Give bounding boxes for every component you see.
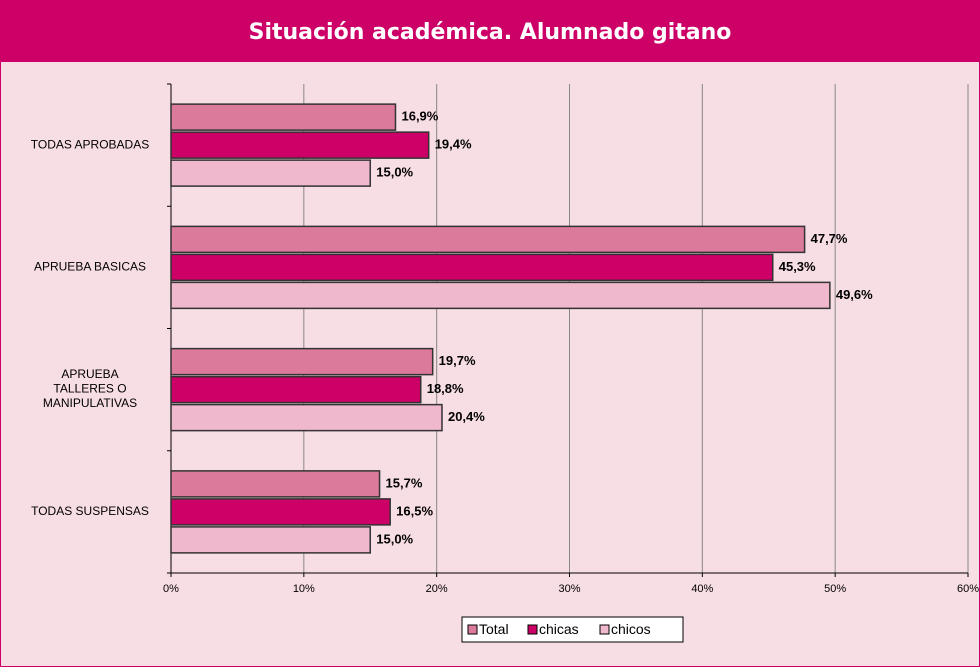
value-label: 15,0% xyxy=(376,531,413,546)
legend-label: Total xyxy=(479,621,509,637)
category-label: TODAS SUSPENSAS xyxy=(31,504,149,518)
legend-box xyxy=(461,616,684,643)
value-label: 16,5% xyxy=(396,503,433,518)
title-banner xyxy=(0,0,980,62)
x-tick-label: 30% xyxy=(558,583,580,595)
legend-swatch xyxy=(599,624,610,635)
bar xyxy=(170,526,371,554)
bar xyxy=(170,470,381,498)
chart-title: Situación académica. Alumnado gitano xyxy=(249,20,732,45)
legend-swatch xyxy=(527,624,538,635)
value-label: 18,8% xyxy=(427,381,464,396)
x-tick-label: 20% xyxy=(426,583,448,595)
value-label: 19,7% xyxy=(439,353,476,368)
value-label: 15,7% xyxy=(386,475,423,490)
bar xyxy=(170,347,434,376)
bar xyxy=(170,253,774,282)
bar xyxy=(170,375,422,404)
legend-label: chicos xyxy=(611,621,651,637)
bar xyxy=(170,281,831,310)
bar xyxy=(170,498,391,526)
value-label: 20,4% xyxy=(448,409,485,424)
value-label: 49,6% xyxy=(836,287,873,302)
category-label: APRUEBA TALLERES O MANIPULATIVAS xyxy=(43,367,137,410)
category-label: TODAS APROBADAS xyxy=(31,137,149,151)
x-tick-label: 60% xyxy=(957,583,979,595)
x-tick-label: 0% xyxy=(163,583,179,595)
bar xyxy=(170,225,806,254)
bar xyxy=(170,403,443,432)
value-label: 15,0% xyxy=(376,165,413,180)
legend-swatch xyxy=(467,624,478,635)
x-tick-label: 50% xyxy=(824,583,846,595)
value-label: 47,7% xyxy=(811,231,848,246)
category-label: APRUEBA BASICAS xyxy=(34,260,146,274)
bar xyxy=(170,131,430,159)
value-label: 19,4% xyxy=(435,137,472,152)
value-label: 16,9% xyxy=(401,109,438,124)
x-tick-label: 40% xyxy=(691,583,713,595)
bar xyxy=(170,159,371,187)
bar xyxy=(170,103,397,131)
legend-label: chicas xyxy=(539,621,579,637)
x-tick-label: 10% xyxy=(293,583,315,595)
value-label: 45,3% xyxy=(779,259,816,274)
